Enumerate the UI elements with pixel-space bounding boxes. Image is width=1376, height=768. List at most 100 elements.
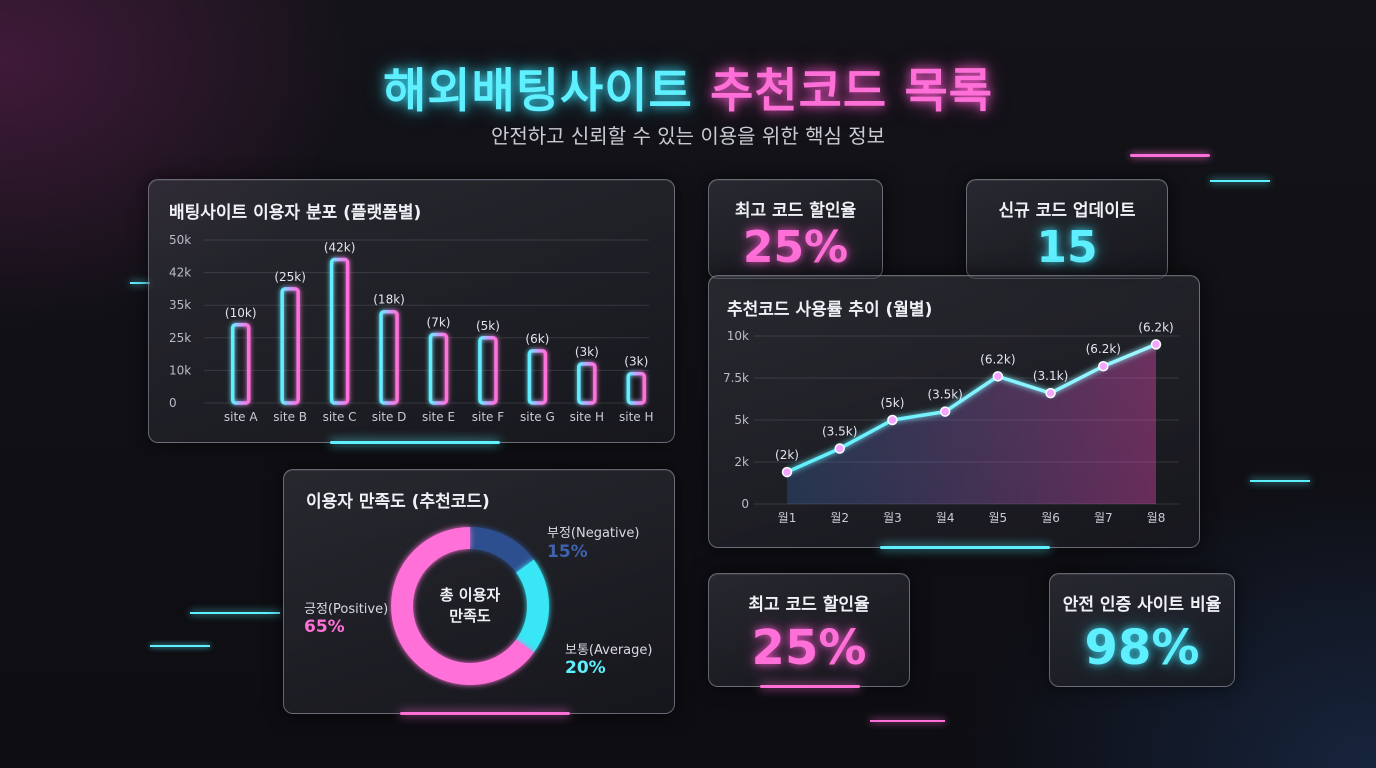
background-glow-line bbox=[130, 282, 150, 284]
x-tick-label: site A bbox=[224, 410, 258, 424]
y-tick-label: 42k bbox=[169, 266, 191, 280]
line-point bbox=[992, 371, 1004, 382]
stat-card-new-updates: 신규 코드 업데이트 15 bbox=[966, 179, 1168, 279]
slice-label-negative: 부정(Negative) bbox=[547, 526, 640, 541]
y-tick-label: 50k bbox=[169, 233, 191, 247]
line-data-label: (3.5k) bbox=[822, 425, 857, 439]
y-tick-label: 0 bbox=[169, 396, 177, 410]
page-subtitle: 안전하고 신뢰할 수 있는 이용을 위한 핵심 정보 bbox=[490, 124, 886, 148]
stat-label: 안전 인증 사이트 비율 bbox=[1062, 595, 1222, 615]
donut-slice bbox=[391, 527, 549, 685]
line-data-label: (6.2k) bbox=[1086, 342, 1121, 356]
x-tick-label: site B bbox=[273, 410, 307, 424]
page-title-part2: 추천코드 목록 bbox=[710, 64, 993, 119]
bar bbox=[329, 257, 350, 405]
slice-pct-positive: 65% bbox=[304, 617, 345, 637]
x-tick-label: 월6 bbox=[1041, 511, 1060, 525]
x-tick-label: 월7 bbox=[1094, 511, 1113, 525]
x-tick-label: site H bbox=[570, 410, 605, 424]
line-point bbox=[939, 406, 951, 417]
panel-glow-line bbox=[330, 441, 500, 444]
x-tick-label: site E bbox=[422, 410, 455, 424]
y-tick-label: 7.5k bbox=[723, 371, 749, 385]
line-point bbox=[834, 443, 845, 454]
line-data-label: (3.5k) bbox=[927, 388, 962, 402]
background-glow-line bbox=[1250, 480, 1310, 482]
background-glow-line bbox=[870, 720, 945, 722]
x-tick-label: 월1 bbox=[778, 511, 797, 525]
stat-card-top-discount-2: 최고 코드 할인율 25% bbox=[708, 573, 910, 687]
bar-data-label: (3k) bbox=[575, 345, 599, 359]
stat-value: 15 bbox=[1036, 222, 1098, 273]
slice-label-positive: 긍정(Positive) bbox=[304, 602, 389, 617]
x-tick-label: 월8 bbox=[1147, 511, 1166, 525]
background-glow-line bbox=[190, 612, 280, 614]
slice-pct-average: 20% bbox=[565, 658, 606, 678]
bar bbox=[280, 287, 300, 405]
line-point bbox=[1045, 387, 1056, 399]
stat-label: 최고 코드 할인율 bbox=[734, 201, 857, 221]
bar bbox=[379, 309, 399, 405]
bar-data-label: (10k) bbox=[225, 306, 257, 320]
line-chart-panel: 추천코드 사용률 추이 (월별) 0 2k 5k 7.5k 10k (2k) 월1 (3.5k… bbox=[708, 275, 1200, 548]
donut-center-label: 총 이용자 bbox=[440, 586, 501, 604]
x-tick-label: 월5 bbox=[989, 511, 1008, 525]
stat-card-safe-ratio: 안전 인증 사이트 비율 98% bbox=[1049, 573, 1235, 687]
line-data-label: (6.2k) bbox=[980, 352, 1015, 366]
line-data-label: (3.1k) bbox=[1033, 369, 1068, 383]
donut-chart-panel: 이용자 만족도 (추천코드) 총 이용자 만족도 부정(Negative) 15%… bbox=[283, 469, 675, 714]
bar-data-label: (5k) bbox=[476, 319, 500, 333]
panel-glow-line bbox=[400, 712, 570, 715]
stat-card-top-discount: 최고 코드 할인율 25% bbox=[708, 179, 883, 279]
y-tick-label: 10k bbox=[169, 363, 191, 377]
page-title-part1: 해외배팅사이트 bbox=[383, 64, 693, 119]
y-tick-label: 0 bbox=[741, 497, 749, 511]
bar-data-label: (6k) bbox=[525, 332, 549, 346]
x-tick-label: site F bbox=[472, 410, 504, 424]
bar-chart: 0 10k 25k 35k 42k 50k (10k) site A (25k) site B (4… bbox=[169, 233, 654, 424]
x-tick-label: site G bbox=[520, 410, 555, 424]
line-point bbox=[1098, 360, 1109, 372]
x-tick-label: site D bbox=[372, 410, 407, 424]
line-point bbox=[781, 466, 793, 478]
bar bbox=[428, 332, 449, 405]
background-glow-line bbox=[1210, 180, 1270, 182]
series-line bbox=[786, 342, 1157, 474]
area-fill bbox=[787, 344, 1156, 504]
x-tick-label: site H bbox=[619, 410, 654, 424]
bar bbox=[527, 349, 548, 405]
y-tick-label: 35k bbox=[169, 298, 191, 312]
line-point bbox=[887, 414, 898, 426]
donut-center-label: 만족도 bbox=[449, 607, 491, 625]
x-tick-label: 월2 bbox=[830, 511, 849, 525]
bar-chart-title: 배팅사이트 이용자 분포 (플랫폼별) bbox=[169, 203, 422, 223]
panel-glow-line bbox=[880, 546, 1050, 549]
bar bbox=[478, 336, 498, 405]
line-data-label: (6.2k) bbox=[1138, 320, 1173, 334]
bar-data-label: (42k) bbox=[324, 241, 356, 255]
y-tick-label: 2k bbox=[734, 455, 749, 469]
y-tick-label: 25k bbox=[169, 331, 191, 345]
line-data-label: (2k) bbox=[775, 448, 799, 462]
y-tick-label: 5k bbox=[734, 413, 749, 427]
stat-value: 98% bbox=[1084, 620, 1200, 676]
stat-value: 25% bbox=[751, 620, 867, 676]
line-chart: 0 2k 5k 7.5k 10k (2k) 월1 (3.5k) 월2 (5k) 월3 (3.5k) 월4… bbox=[723, 320, 1179, 525]
bar-data-label: (3k) bbox=[624, 355, 648, 369]
stat-label: 최고 코드 할인율 bbox=[748, 595, 870, 615]
bar-data-label: (25k) bbox=[274, 270, 306, 284]
line-data-label: (5k) bbox=[880, 396, 904, 410]
x-tick-label: 월4 bbox=[936, 511, 955, 525]
bar-chart-panel: 배팅사이트 이용자 분포 (플랫폼별) 0 10k 25k 35k 42k 50k (10k… bbox=[148, 179, 675, 443]
bar bbox=[626, 371, 647, 405]
stat-value: 25% bbox=[742, 222, 849, 273]
bar-data-label: (18k) bbox=[373, 293, 405, 307]
bar bbox=[577, 362, 597, 405]
donut-slice bbox=[391, 527, 549, 685]
slice-label-average: 보통(Average) bbox=[565, 643, 653, 658]
line-point bbox=[1150, 339, 1162, 350]
slice-pct-negative: 15% bbox=[547, 542, 588, 562]
panel-glow-line bbox=[760, 685, 860, 688]
y-tick-label: 10k bbox=[727, 329, 749, 343]
